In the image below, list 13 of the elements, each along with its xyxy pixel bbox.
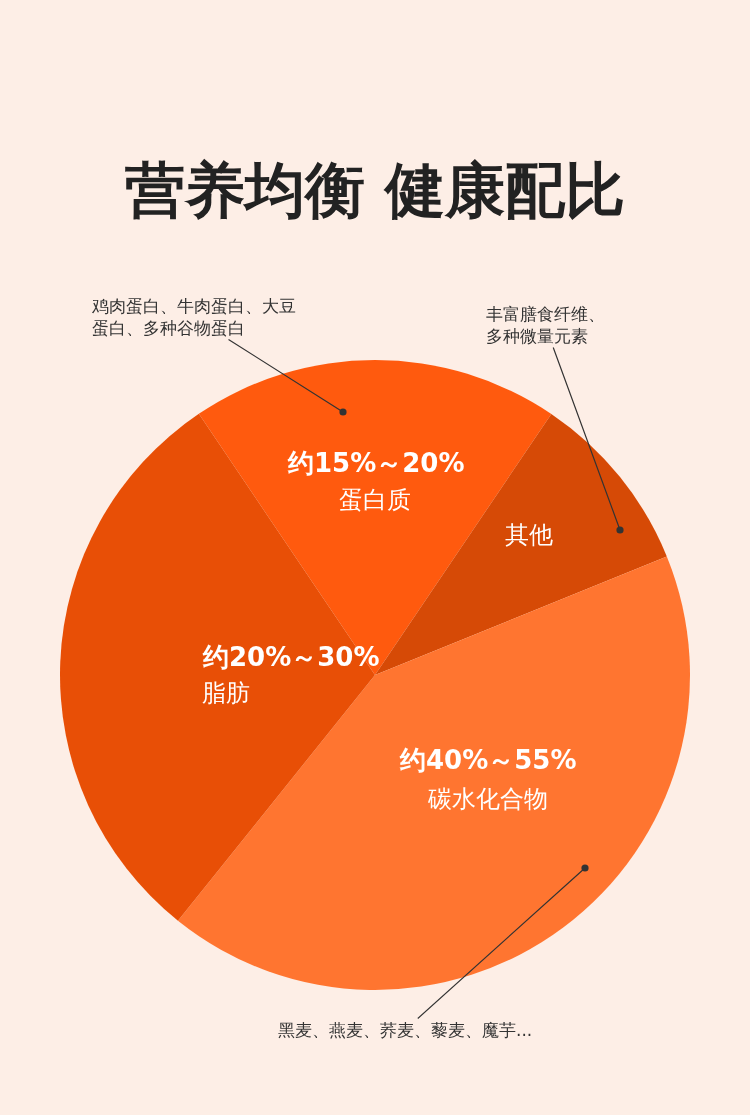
slice-label: 蛋白质	[339, 486, 411, 514]
slice-label: 其他	[505, 521, 553, 549]
text: 约15%～20%	[287, 448, 465, 478]
pie-slice	[198, 360, 552, 675]
slice-label: 碳水化合物	[427, 785, 548, 813]
text: 约20%～30%	[202, 642, 380, 672]
chart-title: 营养均衡 健康配比	[124, 155, 626, 225]
slice-label: 脂肪	[202, 679, 250, 707]
pie-slice	[177, 556, 690, 990]
text: 约40%～55%	[399, 745, 577, 775]
text: 鸡肉蛋白、牛肉蛋白、大豆蛋白、多种谷物蛋白	[91, 296, 296, 339]
text: 黑麦、燕麦、荞麦、藜麦、魔芋...	[278, 1020, 533, 1040]
text: 丰富膳食纤维、多种微量元素	[486, 304, 605, 347]
